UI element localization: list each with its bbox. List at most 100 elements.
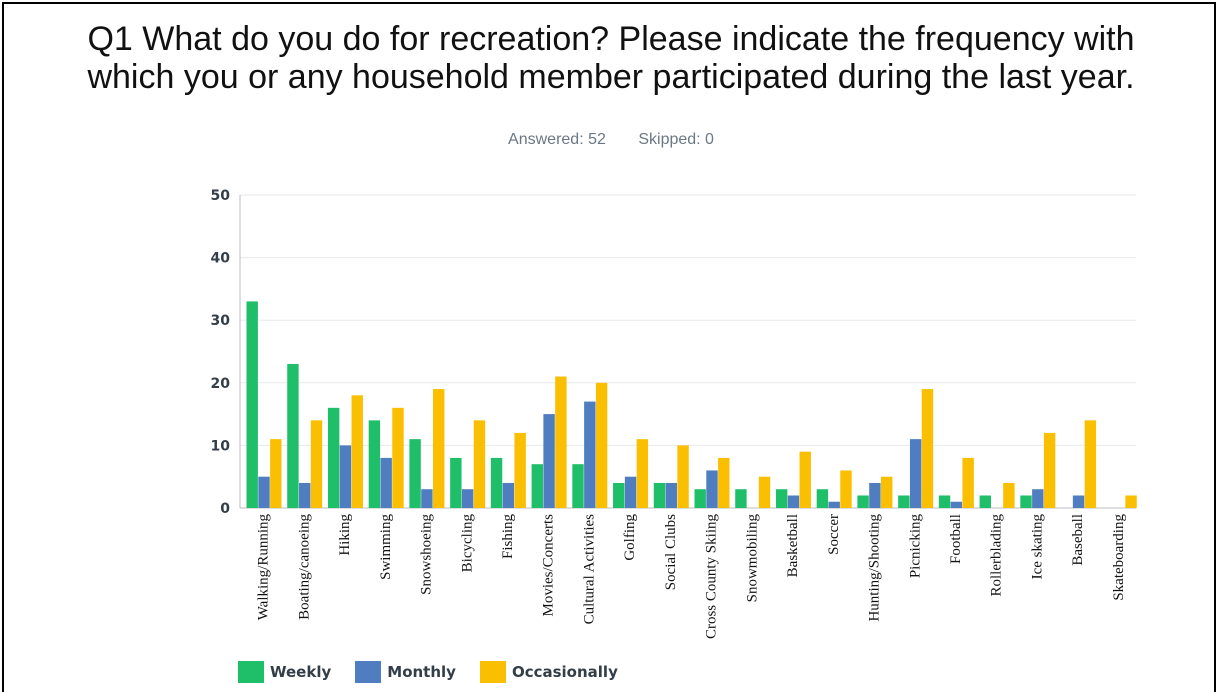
- legend-item-occasionally[interactable]: Occasionally: [479, 661, 618, 683]
- bar-occasionally-basketball: [799, 451, 811, 508]
- bar-occasionally-cultural-activities: [595, 382, 608, 508]
- bar-weekly-cultural-activities: [572, 464, 584, 508]
- bar-occasionally-skateboarding: [1125, 495, 1137, 508]
- chart-title-line-2: which you or any household member partic…: [87, 58, 1135, 96]
- bar-monthly-cultural-activities: [584, 401, 596, 508]
- bar-occasionally-cross-county-skiing: [718, 457, 730, 508]
- x-tick-label-cross-county-skiing: Cross County Skiing: [704, 514, 720, 640]
- bar-occasionally-fishing: [514, 432, 526, 508]
- bar-weekly-snowmobiling: [735, 489, 747, 508]
- chart-title-line-1: Q1 What do you do for recreation? Please…: [87, 20, 1135, 58]
- bar-weekly-hiking: [327, 407, 340, 508]
- x-tick-label-football: Football: [948, 514, 964, 564]
- x-tick-label-hiking: Hiking: [337, 514, 353, 556]
- bar-occasionally-snowmobiling: [758, 476, 771, 508]
- x-tick-label-picnicking: Picnicking: [907, 514, 923, 579]
- x-tick-label-boating-canoeing: Boating/canoeing: [296, 514, 312, 620]
- bar-occasionally-baseball: [1084, 420, 1097, 508]
- bar-weekly-cross-county-skiing: [694, 489, 706, 508]
- x-tick-label-rollerblading: Rollerblading: [989, 514, 1005, 597]
- x-tick-label-baseball: Baseball: [1070, 514, 1086, 566]
- bar-weekly-hunting-shooting: [857, 495, 869, 508]
- bar-weekly-rollerblading: [979, 495, 991, 508]
- bar-monthly-fishing: [502, 482, 515, 508]
- answered-count: Answered: 52: [508, 131, 606, 148]
- response-stats: Answered: 52 Skipped: 0: [0, 131, 1222, 149]
- x-tick-label-fishing: Fishing: [500, 514, 516, 560]
- bar-monthly-ice-skating: [1032, 489, 1044, 508]
- x-tick-label-cultural-activities: Cultural Activities: [581, 514, 597, 625]
- x-tick-label-snowshoeing: Snowshoeing: [419, 514, 435, 595]
- bar-weekly-ice-skating: [1020, 495, 1032, 508]
- bar-weekly-football: [938, 495, 951, 508]
- x-tick-label-golfing: Golfing: [622, 514, 638, 561]
- bar-weekly-soccer: [816, 489, 829, 508]
- bar-monthly-movies-concerts: [543, 414, 555, 508]
- bar-monthly-basketball: [787, 495, 800, 508]
- bar-monthly-baseball: [1072, 495, 1085, 508]
- y-tick-label-50: 50: [211, 188, 231, 204]
- x-tick-label-skateboarding: Skateboarding: [1111, 514, 1127, 601]
- bar-occasionally-picnicking: [921, 389, 934, 508]
- bar-weekly-walking-running: [246, 301, 258, 508]
- bar-monthly-snowshoeing: [421, 489, 433, 508]
- legend: Weekly Monthly Occasionally: [238, 661, 618, 683]
- bar-occasionally-swimming: [392, 407, 404, 508]
- bar-occasionally-boating-canoeing: [310, 420, 323, 508]
- bar-weekly-snowshoeing: [409, 439, 421, 508]
- legend-label-monthly: Monthly: [387, 663, 456, 681]
- x-tick-label-swimming: Swimming: [378, 514, 394, 580]
- x-tick-label-hunting-shooting: Hunting/Shooting: [867, 514, 883, 622]
- bar-occasionally-snowshoeing: [433, 389, 445, 508]
- bar-occasionally-football: [962, 457, 974, 508]
- bar-monthly-social-clubs: [665, 482, 677, 508]
- legend-label-weekly: Weekly: [270, 663, 332, 681]
- legend-swatch-weekly: [238, 661, 264, 683]
- legend-label-occasionally: Occasionally: [511, 663, 618, 681]
- y-tick-label-30: 30: [211, 313, 231, 329]
- bar-occasionally-movies-concerts: [555, 376, 567, 508]
- bar-weekly-social-clubs: [653, 482, 666, 508]
- x-tick-label-soccer: Soccer: [826, 514, 842, 555]
- bar-weekly-bicycling: [450, 457, 462, 508]
- bar-monthly-swimming: [380, 457, 392, 508]
- bar-occasionally-golfing: [636, 439, 649, 508]
- bar-occasionally-walking-running: [270, 439, 282, 508]
- bar-weekly-boating-canoeing: [287, 364, 299, 508]
- y-tick-label-0: 0: [220, 501, 230, 517]
- bar-monthly-soccer: [828, 501, 840, 508]
- legend-swatch-occasionally: [479, 661, 506, 683]
- x-tick-label-basketball: Basketball: [785, 514, 801, 577]
- bar-monthly-hunting-shooting: [869, 482, 881, 508]
- x-tick-label-bicycling: Bicycling: [459, 514, 475, 573]
- bar-monthly-boating-canoeing: [299, 482, 311, 508]
- x-tick-label-movies-concerts: Movies/Concerts: [541, 514, 557, 617]
- bar-occasionally-hunting-shooting: [881, 476, 893, 508]
- bar-weekly-swimming: [368, 420, 381, 508]
- legend-item-weekly[interactable]: Weekly: [238, 661, 331, 683]
- legend-item-monthly[interactable]: Monthly: [355, 661, 456, 683]
- bar-monthly-walking-running: [258, 476, 270, 508]
- bar-monthly-bicycling: [461, 489, 474, 508]
- x-tick-label-social-clubs: Social Clubs: [663, 514, 679, 590]
- bar-monthly-golfing: [624, 476, 637, 508]
- bar-occasionally-bicycling: [473, 420, 486, 508]
- bar-occasionally-rollerblading: [1003, 482, 1015, 508]
- x-tick-label-snowmobiling: Snowmobiling: [744, 514, 760, 603]
- bar-occasionally-soccer: [840, 470, 852, 508]
- bar-occasionally-ice-skating: [1043, 432, 1056, 508]
- x-tick-label-ice-skating: Ice skating: [1029, 514, 1045, 580]
- bar-monthly-cross-county-skiing: [706, 470, 718, 508]
- x-tick-label-walking-running: Walking/Running: [256, 514, 272, 621]
- bar-occasionally-hiking: [351, 395, 363, 508]
- bar-occasionally-social-clubs: [677, 445, 689, 508]
- bar-weekly-movies-concerts: [531, 464, 543, 508]
- bar-monthly-football: [950, 501, 963, 508]
- bar-weekly-picnicking: [898, 495, 910, 508]
- bar-weekly-golfing: [613, 482, 625, 508]
- y-tick-label-40: 40: [211, 251, 231, 267]
- y-tick-label-20: 20: [211, 376, 231, 392]
- y-tick-label-10: 10: [211, 438, 231, 454]
